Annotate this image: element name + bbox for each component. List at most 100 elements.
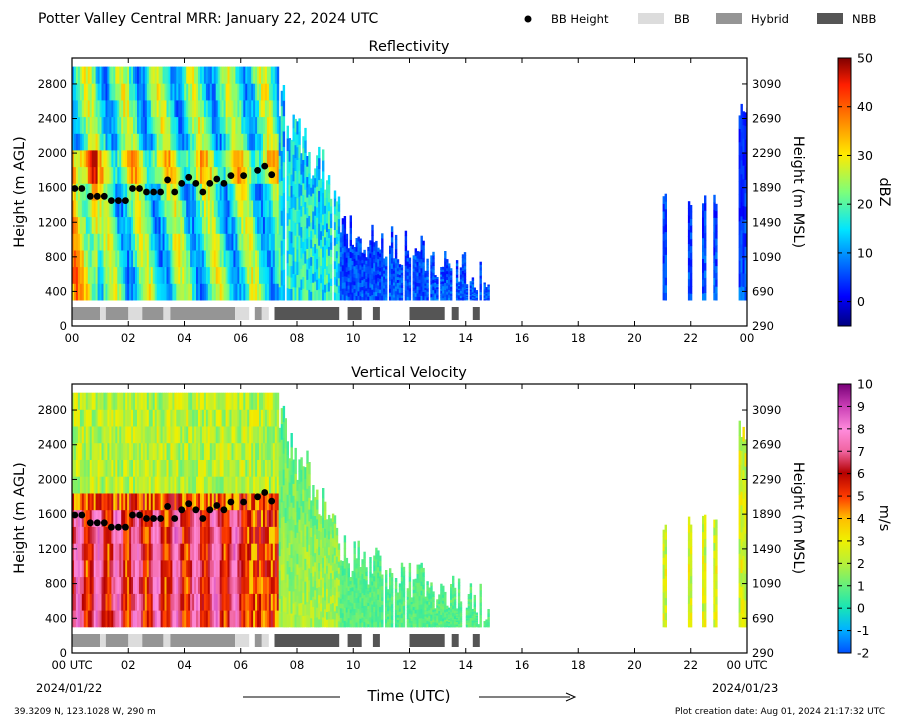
heatmap-cell — [127, 283, 130, 301]
heatmap-cell — [168, 543, 171, 561]
heatmap-cell — [233, 392, 236, 410]
bb-height-point — [240, 172, 248, 180]
heatmap-cell — [436, 283, 439, 286]
heatmap-cell — [345, 281, 349, 287]
heatmap-cell — [247, 576, 250, 594]
heatmap-cell — [89, 200, 93, 218]
heatmap-cell — [225, 150, 228, 168]
heatmap-cell — [394, 286, 398, 292]
heatmap-cell — [142, 266, 146, 284]
heatmap-cell — [209, 543, 213, 561]
heatmap-cell — [247, 183, 250, 201]
heatmap-cell — [144, 459, 148, 477]
heatmap-cell — [459, 267, 463, 271]
heatmap-cell — [241, 66, 244, 84]
heatmap-cell — [327, 219, 331, 229]
heatmap-cell — [97, 233, 100, 251]
heatmap-cell — [217, 459, 221, 477]
heatmap-cell — [257, 116, 260, 134]
heatmap-cell — [168, 66, 171, 84]
heatmap-cell — [286, 250, 289, 264]
heatmap-cell — [367, 258, 370, 263]
heatmap-cell — [93, 526, 97, 544]
heatmap-cell — [286, 237, 289, 251]
heatmap-cell — [394, 295, 398, 301]
heatmap-cell — [137, 233, 140, 251]
heatmap-cell — [217, 250, 221, 268]
heatmap-cell — [207, 526, 211, 544]
heatmap-cell — [251, 283, 254, 301]
heatmap-cell — [422, 245, 425, 250]
heatmap-cell — [347, 292, 350, 297]
heatmap-cell — [300, 216, 303, 228]
heatmap-cell — [137, 250, 140, 268]
heatmap-cell — [75, 166, 79, 184]
heatmap-cell — [308, 162, 311, 174]
heatmap-cell — [333, 268, 337, 277]
heatmap-cell — [357, 245, 360, 251]
heatmap-cell — [268, 526, 272, 544]
heatmap-cell — [418, 289, 421, 294]
heatmap-cell — [115, 442, 118, 460]
heatmap-cell — [284, 552, 287, 568]
heatmap-cell — [101, 476, 104, 494]
heatmap-cell — [326, 557, 329, 566]
heatmap-cell — [192, 459, 195, 477]
heatmap-cell — [176, 250, 179, 268]
heatmap-cell — [322, 160, 325, 172]
heatmap-cell — [416, 286, 419, 290]
heatmap-cell — [160, 409, 163, 427]
heatmap-cell — [190, 526, 193, 544]
heatmap-cell — [125, 493, 128, 511]
heatmap-cell — [318, 278, 321, 290]
heatmap-cell — [150, 150, 154, 168]
heatmap-cell — [168, 442, 171, 460]
heatmap-cell — [314, 580, 317, 591]
heatmap-cell — [383, 282, 386, 286]
heatmap-cell — [160, 250, 163, 268]
heatmap-cell — [320, 204, 323, 214]
heatmap-cell — [176, 392, 179, 410]
heatmap-cell — [259, 100, 262, 118]
heatmap-cell — [168, 426, 171, 444]
heatmap-cell — [704, 195, 707, 204]
heatmap-cell — [253, 200, 256, 218]
heatmap-cell — [331, 578, 335, 587]
heatmap-cell — [221, 409, 224, 427]
heatmap-cell — [87, 526, 91, 544]
heatmap-cell — [469, 281, 473, 283]
heatmap-cell — [245, 250, 248, 268]
heatmap-cell — [107, 133, 110, 151]
heatmap-cell — [412, 296, 415, 301]
heatmap-cell — [744, 246, 747, 261]
heatmap-cell — [129, 83, 132, 101]
heatmap-cell — [113, 283, 116, 301]
heatmap-cell — [664, 246, 667, 255]
heatmap-cell — [223, 283, 226, 301]
heatmap-cell — [164, 509, 167, 527]
heatmap-cell — [72, 183, 75, 201]
heatmap-cell — [259, 526, 262, 544]
heatmap-cell — [359, 291, 362, 297]
heatmap-cell — [178, 493, 181, 511]
heatmap-cell — [339, 295, 343, 301]
heatmap-cell — [154, 442, 158, 460]
heatmap-cell — [77, 83, 81, 101]
heatmap-cell — [268, 183, 272, 201]
heatmap-cell — [72, 100, 75, 118]
heatmap-cell — [109, 266, 112, 284]
heatmap-cell — [264, 560, 268, 578]
heatmap-cell — [424, 295, 427, 299]
heatmap-cell — [83, 476, 87, 494]
heatmap-cell — [162, 150, 165, 168]
heatmap-cell — [432, 258, 435, 263]
heatmap-cell — [324, 221, 327, 230]
heatmap-cell — [392, 288, 396, 292]
heatmap-cell — [172, 116, 175, 134]
heatmap-cell — [263, 283, 266, 301]
heatmap-cell — [207, 459, 211, 477]
heatmap-cell — [77, 200, 81, 218]
heatmap-cell — [101, 183, 104, 201]
heatmap-cell — [448, 268, 451, 272]
heatmap-cell — [211, 183, 215, 201]
